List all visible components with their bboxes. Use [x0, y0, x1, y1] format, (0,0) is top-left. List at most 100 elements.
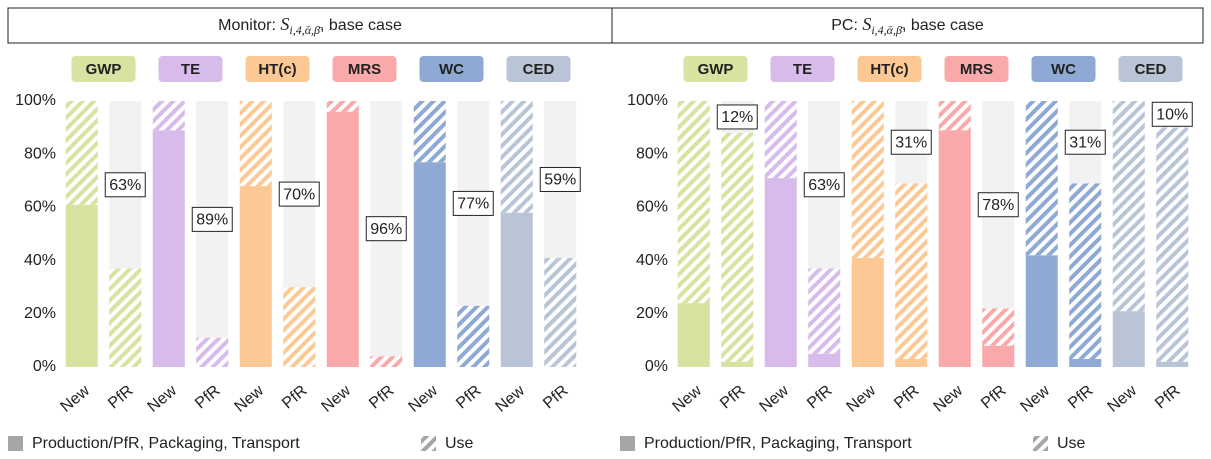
title-prefix: Monitor: — [218, 17, 280, 34]
bar-segment — [239, 186, 272, 367]
group-badge — [944, 56, 1009, 82]
x-tick-label: New — [232, 382, 268, 416]
bar-segment — [500, 212, 533, 367]
title-subscript: i,4,ᾱ,β̄ — [289, 23, 323, 37]
savings-box — [365, 216, 407, 242]
group-label: GWP — [86, 61, 122, 78]
bar-segment — [370, 356, 403, 367]
savings-box — [977, 192, 1019, 218]
x-tick-label: PfR — [804, 382, 835, 412]
group-badge — [245, 56, 310, 82]
x-tick-label: PfR — [453, 382, 484, 412]
group-label: HT(c) — [258, 61, 296, 78]
legend-swatch — [8, 436, 23, 451]
bar-segment — [152, 101, 185, 131]
group-label: TE — [793, 61, 812, 78]
bar-segment — [283, 287, 316, 367]
x-tick-label: PfR — [105, 382, 136, 412]
savings-label: 31% — [895, 134, 927, 151]
x-tick-label: New — [844, 382, 880, 416]
bar-segment — [1069, 359, 1102, 367]
bar-segment — [413, 162, 446, 367]
title-prefix: PC: — [831, 17, 862, 34]
x-tick-label: New — [58, 382, 94, 416]
group-label: MRS — [960, 61, 993, 78]
y-tick-label: 40% — [636, 252, 668, 269]
bar-segment — [196, 337, 229, 367]
y-tick-label: 100% — [15, 92, 56, 109]
bar-segment — [1112, 101, 1145, 312]
bar-segment — [239, 101, 272, 187]
title-subscript: i,4,ᾱ,β̄ — [871, 23, 905, 37]
x-tick-label: PfR — [717, 382, 748, 412]
bar-segment — [764, 178, 797, 367]
bar-segment — [764, 101, 797, 179]
bar-segment — [500, 101, 533, 213]
bar-segment — [326, 111, 359, 367]
x-tick-label: New — [319, 382, 355, 416]
bar-segment — [65, 204, 98, 367]
bar-segment — [808, 268, 841, 354]
x-tick-label: PfR — [1065, 382, 1096, 412]
bar-segment — [721, 361, 754, 367]
bar-segment — [982, 308, 1015, 346]
title-box — [611, 7, 1204, 44]
group-badge — [71, 56, 136, 82]
x-tick-label: New — [1105, 382, 1141, 416]
group-label: TE — [181, 61, 200, 78]
bar-segment — [457, 305, 490, 367]
bar-segment — [544, 257, 577, 367]
savings-box — [890, 129, 932, 155]
x-tick-label: PfR — [978, 382, 1009, 412]
bar-segment — [895, 183, 928, 360]
savings-box — [191, 206, 233, 232]
legend-label: Use — [445, 435, 474, 452]
y-tick-label: 60% — [24, 199, 56, 216]
y-tick-label: 20% — [636, 305, 668, 322]
legend-label: Use — [1057, 435, 1086, 452]
group-badge — [1118, 56, 1183, 82]
x-tick-label: New — [145, 382, 181, 416]
group-badge — [506, 56, 571, 82]
bar-segment — [326, 101, 359, 112]
savings-box — [716, 104, 758, 130]
bar-segment — [1069, 183, 1102, 360]
bar-segment — [1112, 311, 1145, 367]
y-tick-label: 60% — [636, 199, 668, 216]
savings-label: 31% — [1069, 134, 1101, 151]
x-tick-label: PfR — [279, 382, 310, 412]
legend-label: Production/PfR, Packaging, Transport — [32, 435, 300, 452]
bar-segment — [938, 101, 971, 131]
savings-label: 96% — [370, 221, 402, 238]
x-tick-label: New — [931, 382, 967, 416]
savings-label: 78% — [982, 197, 1014, 214]
bar-segment — [1156, 127, 1189, 362]
x-tick-label: PfR — [366, 382, 397, 412]
savings-label: 10% — [1156, 107, 1188, 124]
savings-label: 63% — [808, 177, 840, 194]
legend-label: Production/PfR, Packaging, Transport — [644, 435, 912, 452]
bar-segment — [1025, 101, 1058, 256]
savings-label: 63% — [109, 177, 141, 194]
bar-segment — [65, 101, 98, 205]
group-badge — [770, 56, 835, 82]
y-tick-label: 40% — [24, 252, 56, 269]
legend-swatch — [421, 436, 436, 451]
savings-box — [539, 166, 581, 192]
bar-segment — [851, 101, 884, 258]
title-symbol: S — [280, 14, 289, 34]
savings-label: 70% — [283, 186, 315, 203]
y-tick-label: 20% — [24, 305, 56, 322]
bar-segment — [1025, 255, 1058, 367]
y-tick-label: 100% — [627, 92, 668, 109]
bar-segment — [413, 101, 446, 163]
group-badge — [332, 56, 397, 82]
group-label: WC — [439, 61, 464, 78]
group-label: WC — [1051, 61, 1076, 78]
savings-box — [803, 172, 845, 198]
bar-segment — [152, 130, 185, 367]
savings-box — [278, 181, 320, 207]
savings-box — [1064, 129, 1106, 155]
